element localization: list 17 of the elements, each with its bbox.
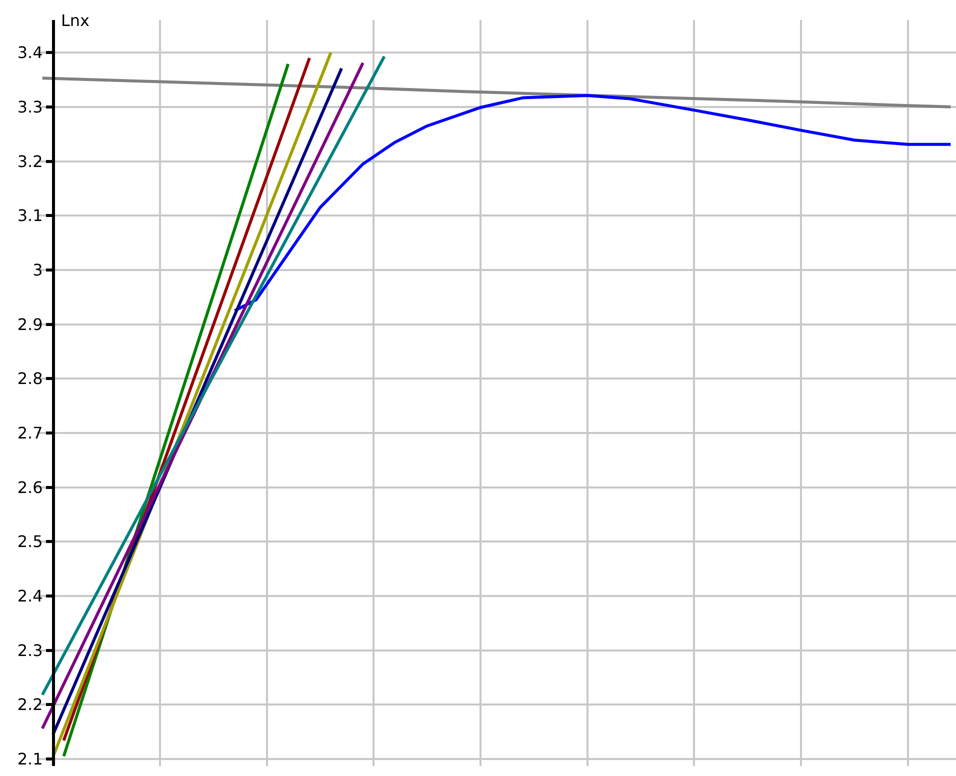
y-tick-label: 2.3: [17, 640, 43, 660]
y-axis-title: Lnx: [61, 11, 90, 30]
y-tick-label: 2.8: [17, 369, 43, 388]
line-series: [40, 76, 952, 108]
line-series: [233, 94, 952, 312]
y-tick-label: 2.6: [17, 478, 43, 497]
y-tick-label: 3.3: [17, 98, 43, 117]
y-tick-label: 3: [32, 260, 43, 280]
y-tick-label: 3.4: [17, 43, 43, 62]
y-tick-label: 2.4: [17, 586, 43, 606]
y-tick-label: 2.9: [17, 314, 43, 334]
y-tick-label: 2.7: [17, 424, 43, 443]
y-tick-label: 3.2: [17, 152, 43, 171]
y-tick-label: 2.1: [17, 750, 43, 769]
y-tick-label: 2.2: [17, 695, 43, 714]
y-tick-label: 2.5: [17, 532, 43, 552]
y-tick-label: 3.1: [17, 206, 43, 226]
